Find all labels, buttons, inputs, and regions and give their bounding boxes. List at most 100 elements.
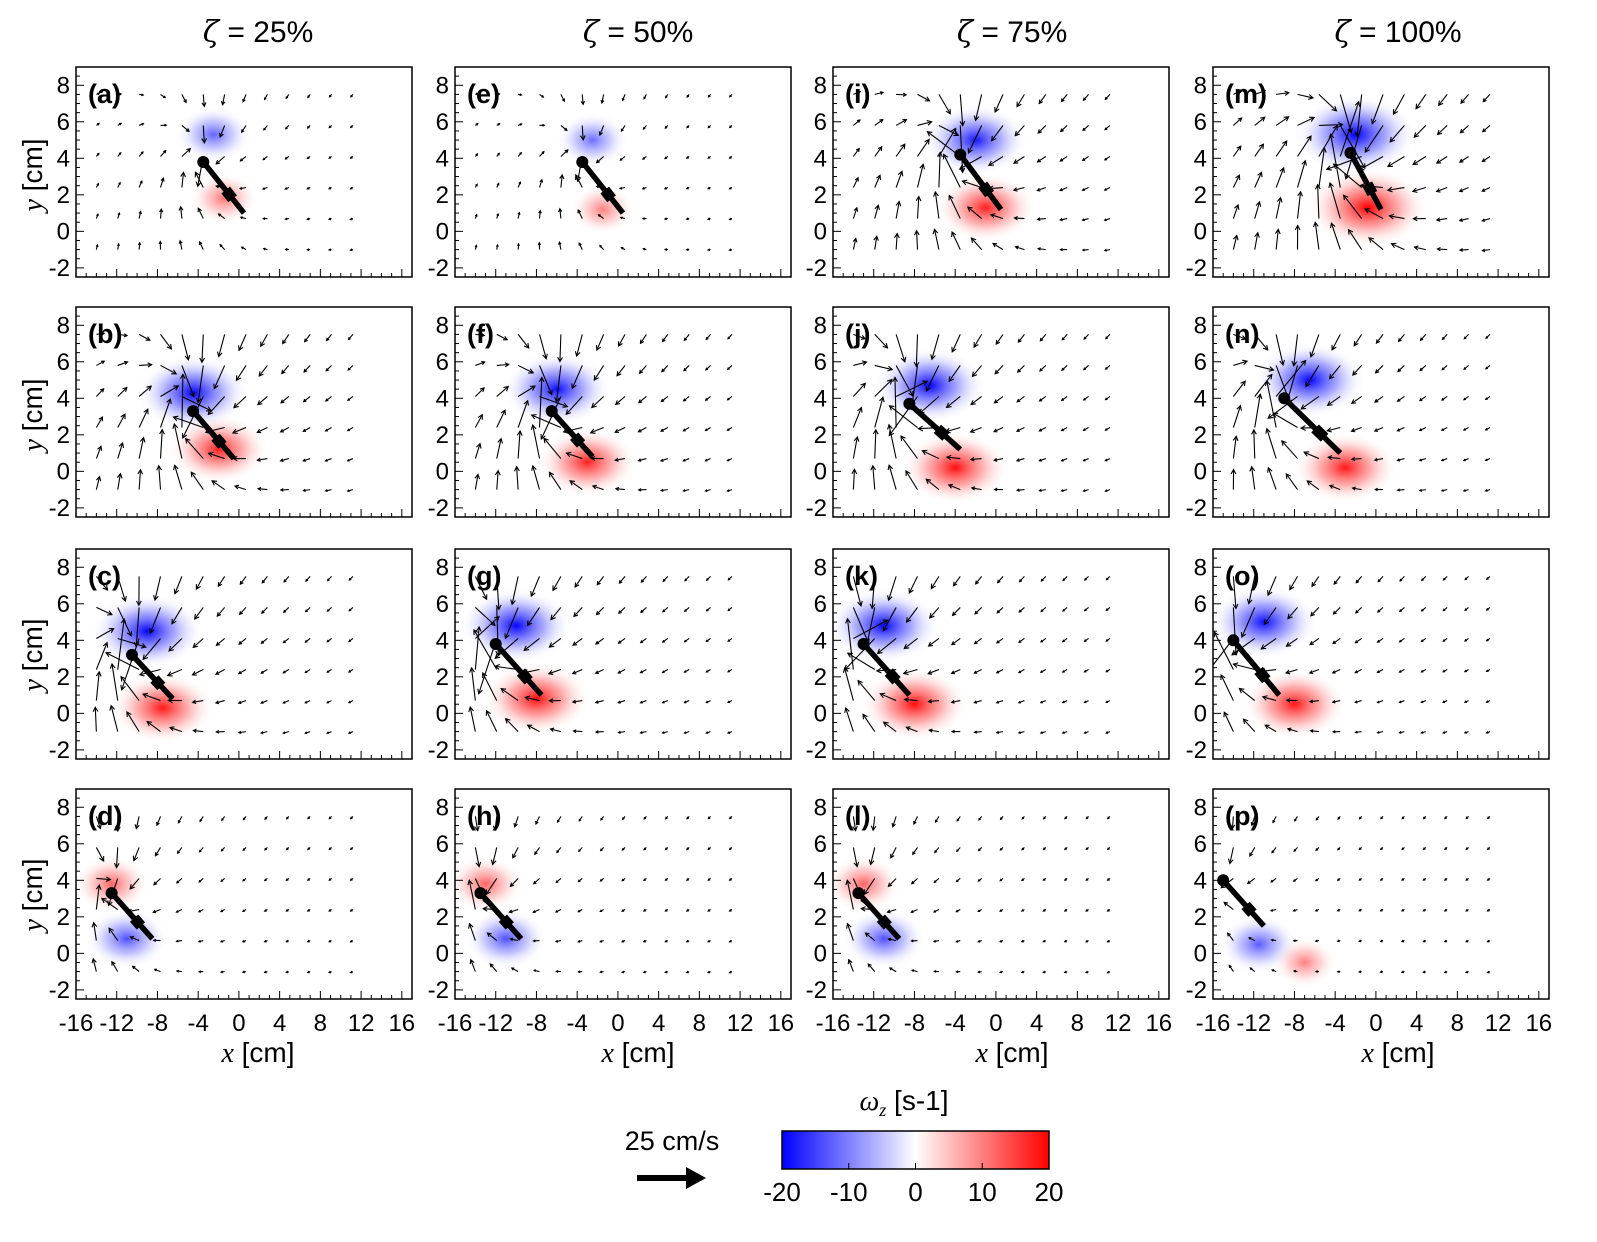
velocity-vector [138, 122, 145, 126]
velocity-vector [539, 150, 545, 157]
velocity-vector [1379, 939, 1384, 943]
velocity-vector [237, 730, 247, 735]
velocity-vector [664, 908, 669, 912]
velocity-vector [707, 186, 711, 190]
swimmer-head [474, 887, 487, 900]
panel-j: -2 0 2 4 6 8 (j) [806, 306, 1170, 522]
velocity-vector [1105, 638, 1111, 642]
velocity-vector [1357, 970, 1362, 974]
y-tick-label: 0 [436, 940, 449, 967]
velocity-vector [905, 470, 918, 490]
velocity-vector [178, 205, 184, 219]
panel-plot-area [95, 331, 354, 493]
velocity-vector [874, 145, 883, 157]
velocity-vector [1458, 247, 1469, 252]
velocity-vector [137, 468, 144, 490]
velocity-vector [327, 217, 332, 221]
velocity-vector [1376, 669, 1384, 673]
velocity-vector [977, 939, 982, 943]
y-tick-label: -2 [49, 495, 70, 522]
velocity-vector [149, 607, 162, 635]
velocity-vector [261, 187, 268, 190]
velocity-vector [1220, 673, 1234, 701]
y-tick-label: -2 [428, 495, 449, 522]
velocity-vector [1420, 638, 1427, 643]
velocity-vector [1328, 365, 1341, 380]
velocity-vector [1292, 969, 1298, 973]
velocity-vector [1435, 217, 1448, 222]
velocity-vector [621, 909, 626, 912]
velocity-vector [175, 878, 183, 884]
velocity-vector [1297, 116, 1316, 126]
velocity-vector [1354, 94, 1363, 138]
velocity-vector [683, 607, 690, 612]
velocity-vector [539, 365, 553, 396]
y-tick-label: 4 [57, 385, 70, 412]
velocity-vector [233, 484, 247, 491]
velocity-vector [237, 700, 247, 705]
velocity-vector [600, 816, 605, 821]
velocity-vector [664, 125, 669, 130]
velocity-vector [643, 847, 647, 851]
velocity-vector [1485, 607, 1491, 611]
x-tick-label: -8 [1284, 1010, 1305, 1037]
velocity-vector [306, 248, 311, 252]
y-tick-label: 0 [1194, 940, 1207, 967]
swimmer-head [903, 397, 916, 410]
velocity-vector [262, 247, 268, 251]
velocity-vector [1440, 427, 1448, 431]
velocity-vector [95, 243, 99, 250]
panel-frame [454, 66, 792, 278]
velocity-vector [1015, 488, 1025, 492]
velocity-vector [973, 94, 983, 122]
swimmer-head [105, 887, 118, 900]
velocity-vector [1294, 224, 1301, 250]
velocity-vector [242, 878, 247, 882]
positive-vorticity-region [168, 414, 269, 485]
velocity-vector [642, 247, 647, 251]
velocity-vector [1420, 576, 1427, 582]
velocity-vector [1104, 427, 1111, 431]
velocity-vector [1420, 669, 1427, 673]
velocity-vector [1016, 396, 1025, 403]
velocity-vector [1390, 242, 1405, 251]
velocity-vector [153, 968, 161, 973]
velocity-vector [1038, 396, 1047, 402]
y-tick-label: 6 [57, 591, 70, 618]
panel-b: -2 0 2 4 6 8 (b) [49, 306, 413, 522]
velocity-vector [874, 334, 889, 349]
velocity-vector [705, 669, 711, 673]
x-tick-label: -4 [188, 1010, 209, 1037]
velocity-vector [1060, 458, 1068, 462]
velocity-vector [1328, 484, 1341, 491]
velocity-vector [887, 576, 897, 602]
velocity-vector [842, 666, 854, 701]
velocity-vector [1106, 878, 1111, 881]
velocity-vector [304, 607, 311, 613]
y-tick-label: -2 [428, 255, 449, 282]
velocity-vector [910, 878, 918, 885]
velocity-vector [1465, 847, 1469, 851]
velocity-vector [1415, 94, 1427, 110]
y-tick-label: 0 [1194, 218, 1207, 245]
velocity-vector [1249, 847, 1256, 858]
velocity-vector [1242, 718, 1256, 732]
x-tick-label: -4 [945, 1010, 966, 1037]
velocity-vector [617, 700, 626, 704]
velocity-vector [1376, 700, 1384, 704]
velocity-vector [993, 487, 1004, 492]
velocity-vector [686, 125, 690, 129]
velocity-vector [614, 396, 626, 406]
velocity-vector [194, 607, 204, 620]
y-tick-label: 0 [436, 218, 449, 245]
velocity-vector [263, 125, 268, 131]
velocity-vector [1331, 700, 1341, 704]
velocity-vector [686, 847, 690, 851]
velocity-vector [211, 480, 225, 491]
velocity-vector [95, 816, 102, 830]
velocity-vector [852, 237, 858, 250]
velocity-vector [175, 969, 182, 973]
velocity-vector [937, 151, 943, 188]
velocity-vector [1354, 607, 1363, 614]
velocity-vector [96, 606, 113, 616]
